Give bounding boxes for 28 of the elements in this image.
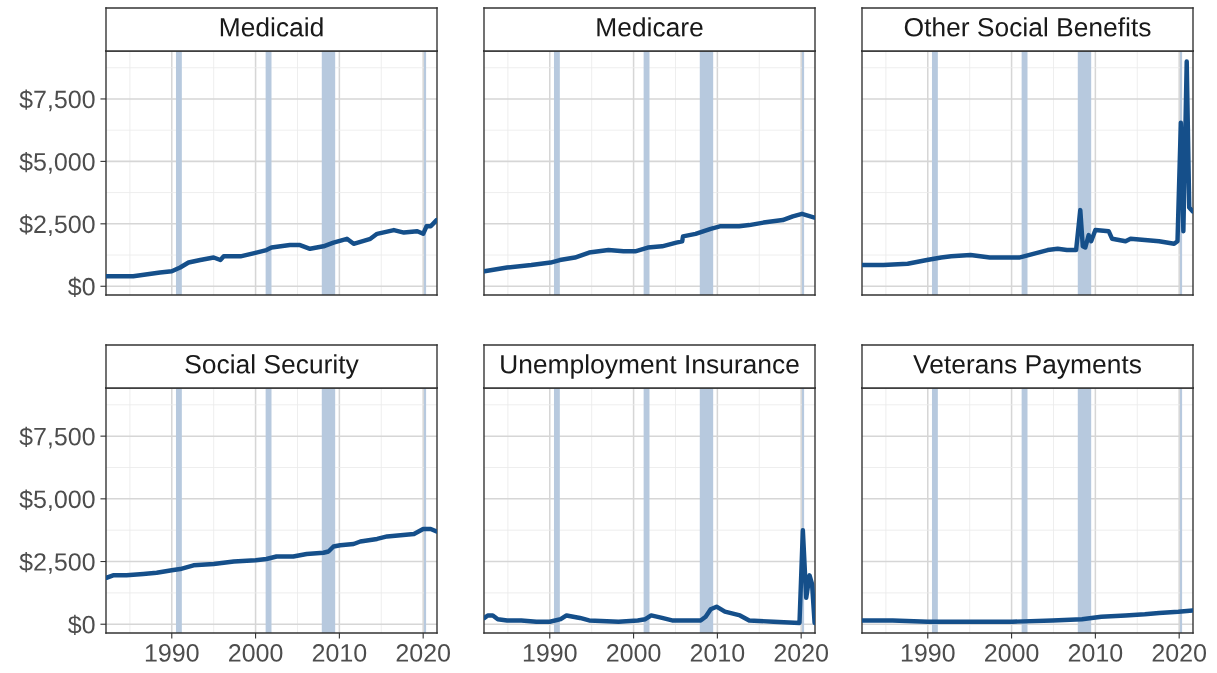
x-tick-label: 2020 <box>396 644 451 662</box>
chart-title: Medicaid <box>220 17 323 37</box>
x-tick-label: 1990 <box>523 644 577 662</box>
x-tick-label: 2000 <box>607 644 661 662</box>
y-tick-label: $2,500 <box>19 552 95 574</box>
x-tick-label: 2020 <box>1152 644 1207 662</box>
x-tick-label: 2000 <box>985 644 1039 662</box>
x-tick-label: 1990 <box>901 644 955 662</box>
y-tick-label: $7,500 <box>19 89 95 112</box>
y-tick-label: $0 <box>68 276 95 298</box>
x-tick-label: 2010 <box>312 644 367 662</box>
y-tick-label: $5,000 <box>19 151 95 174</box>
line-series <box>106 526 437 581</box>
line-series <box>106 217 437 279</box>
y-tick-label: $2,500 <box>19 214 95 237</box>
x-tick-label: 1990 <box>145 644 199 662</box>
chart-title: Social Security <box>185 354 359 379</box>
x-tick-label: 2010 <box>690 644 745 662</box>
y-tick-label: $7,500 <box>19 426 95 449</box>
chart-title: Unemployment Insurance <box>501 354 799 379</box>
chart-title: Veterans Payments <box>913 355 1141 379</box>
chart-title: Other Social Benefits <box>904 17 1151 37</box>
x-tick-label: 2020 <box>774 644 829 662</box>
x-tick-label: 2000 <box>229 644 283 662</box>
x-tick-label: 2010 <box>1068 644 1123 662</box>
y-tick-label: $5,000 <box>19 489 95 512</box>
chart-title: Medicare <box>597 17 703 37</box>
y-tick-label: $0 <box>68 614 95 636</box>
